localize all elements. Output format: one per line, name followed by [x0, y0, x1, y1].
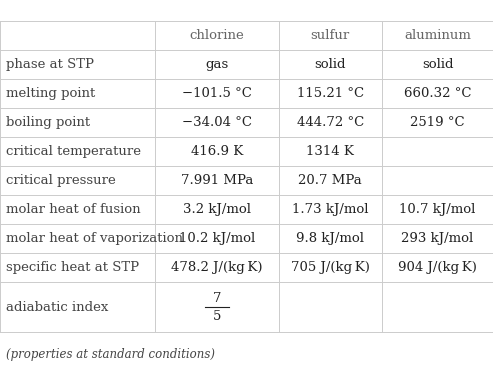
Text: 904 J/(kg K): 904 J/(kg K): [398, 261, 477, 274]
Text: (properties at standard conditions): (properties at standard conditions): [6, 348, 215, 361]
Text: boiling point: boiling point: [6, 116, 90, 129]
Text: gas: gas: [205, 58, 229, 71]
Text: −101.5 °C: −101.5 °C: [182, 87, 252, 100]
Text: critical pressure: critical pressure: [6, 174, 116, 187]
Text: solid: solid: [422, 58, 453, 71]
Text: 1.73 kJ/mol: 1.73 kJ/mol: [292, 203, 369, 216]
Text: 1314 K: 1314 K: [306, 145, 354, 158]
Text: 2519 °C: 2519 °C: [410, 116, 465, 129]
Text: aluminum: aluminum: [404, 28, 471, 42]
Text: 9.8 kJ/mol: 9.8 kJ/mol: [296, 232, 364, 245]
Text: specific heat at STP: specific heat at STP: [6, 261, 139, 274]
Text: 7: 7: [212, 292, 221, 305]
Text: 705 J/(kg K): 705 J/(kg K): [291, 261, 370, 274]
Text: molar heat of vaporization: molar heat of vaporization: [6, 232, 183, 245]
Text: molar heat of fusion: molar heat of fusion: [6, 203, 141, 216]
Text: chlorine: chlorine: [189, 28, 245, 42]
Text: sulfur: sulfur: [311, 28, 350, 42]
Text: adiabatic index: adiabatic index: [6, 301, 108, 313]
Text: 10.7 kJ/mol: 10.7 kJ/mol: [399, 203, 476, 216]
Text: solid: solid: [315, 58, 346, 71]
Text: phase at STP: phase at STP: [6, 58, 94, 71]
Text: 5: 5: [213, 309, 221, 322]
Text: −34.04 °C: −34.04 °C: [182, 116, 252, 129]
Text: 660.32 °C: 660.32 °C: [404, 87, 471, 100]
Text: melting point: melting point: [6, 87, 95, 100]
Text: critical temperature: critical temperature: [6, 145, 141, 158]
Text: 444.72 °C: 444.72 °C: [297, 116, 364, 129]
Text: 293 kJ/mol: 293 kJ/mol: [401, 232, 474, 245]
Text: 3.2 kJ/mol: 3.2 kJ/mol: [183, 203, 251, 216]
Text: 478.2 J/(kg K): 478.2 J/(kg K): [171, 261, 263, 274]
Text: 115.21 °C: 115.21 °C: [297, 87, 364, 100]
Text: 20.7 MPa: 20.7 MPa: [298, 174, 362, 187]
Text: 416.9 K: 416.9 K: [191, 145, 243, 158]
Text: 10.2 kJ/mol: 10.2 kJ/mol: [179, 232, 255, 245]
Text: 7.991 MPa: 7.991 MPa: [181, 174, 253, 187]
